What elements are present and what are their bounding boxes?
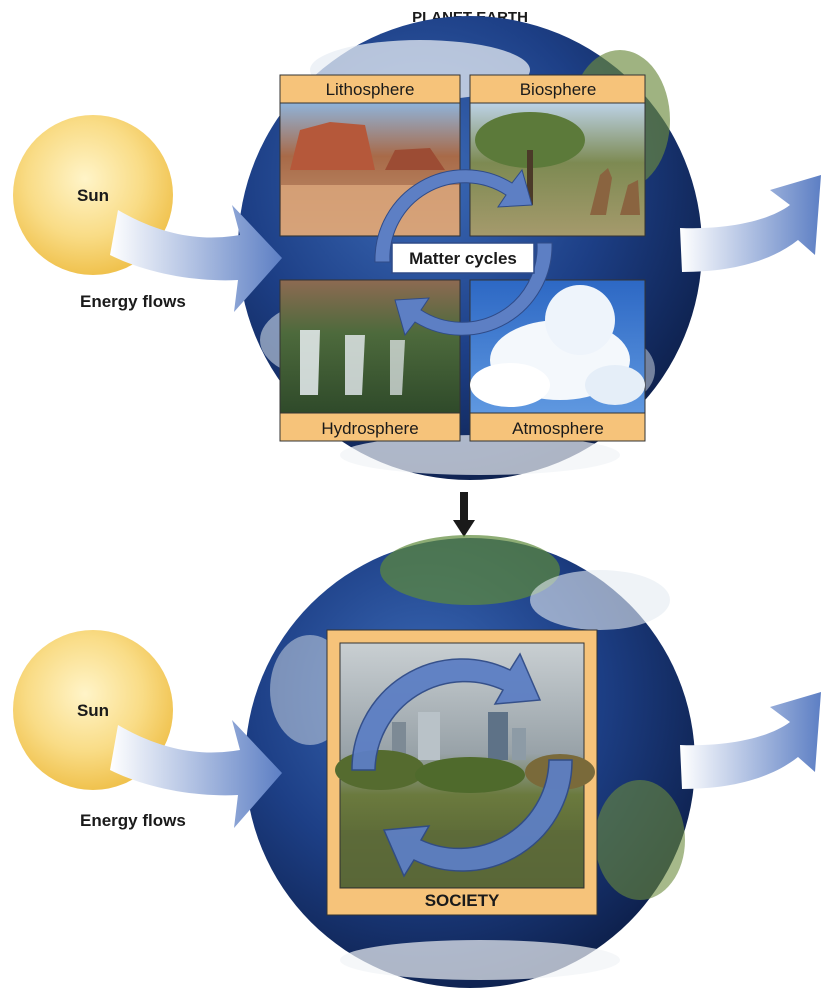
matter-cycles-label: Matter cycles	[409, 249, 517, 268]
top-energy-out-arrow	[680, 175, 821, 272]
panel-lithosphere-label: Lithosphere	[326, 80, 415, 99]
bottom-energy-out-arrow	[680, 692, 821, 789]
panel-atmosphere-label: Atmosphere	[512, 419, 604, 438]
top-sun-label: Sun	[77, 186, 109, 205]
panel-biosphere-label: Biosphere	[520, 80, 597, 99]
panel-hydrosphere-label: Hydrosphere	[321, 419, 418, 438]
society-label: SOCIETY	[425, 891, 500, 910]
bottom-energy-label: Energy flows	[80, 811, 186, 830]
bottom-sun-label: Sun	[77, 701, 109, 720]
down-arrow	[453, 492, 475, 537]
top-energy-label: Energy flows	[80, 292, 186, 311]
